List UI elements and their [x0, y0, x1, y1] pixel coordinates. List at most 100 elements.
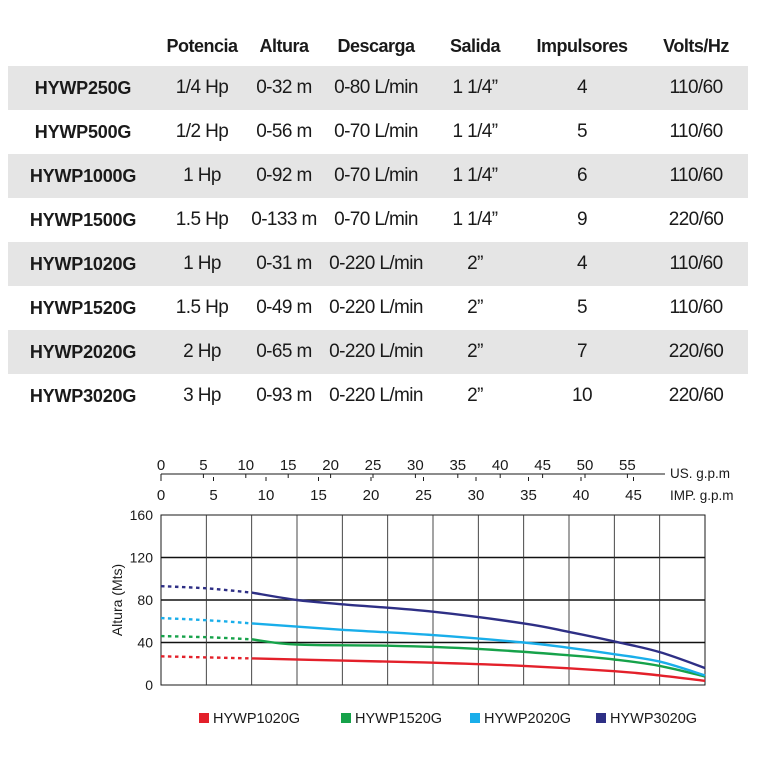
impulsores-cell: 10: [572, 385, 593, 406]
potencia-cell: 1 Hp: [158, 242, 246, 286]
salida-cell: 2”: [430, 242, 520, 286]
table-row: HYWP500G 1/2 Hp 0-56 m 0-70 L/min 1 1/4”…: [8, 110, 748, 154]
model-cell: HYWP3020G: [29, 385, 137, 406]
model-cell: HYWP2020G: [8, 330, 158, 374]
series-line-hywp1520g: [251, 638, 706, 678]
imp-tick-label: 30: [468, 487, 485, 504]
imp-tick-label: 40: [573, 487, 590, 504]
table-row: HYWP3020G 3 Hp 0-93 m 0-220 L/min 2” 10 …: [8, 374, 748, 418]
salida-cell: 2”: [430, 330, 520, 374]
us-tick-label: 55: [619, 457, 636, 474]
impulsores-cell: 9: [577, 209, 588, 230]
imp-tick-label: 15: [310, 487, 327, 504]
us-tick-label: 15: [280, 457, 297, 474]
imp-tick-label: 35: [520, 487, 537, 504]
potencia-cell: 1 Hp: [158, 154, 246, 198]
imp-tick-label: 10: [258, 487, 275, 504]
table-row: HYWP2020G 2 Hp 0-65 m 0-220 L/min 2” 7 2…: [8, 330, 748, 374]
legend-label-hywp3020g: HYWP3020G: [610, 711, 697, 727]
imp-tick-label: 25: [415, 487, 432, 504]
potencia-cell: 1/4 Hp: [158, 66, 246, 110]
model-cell: HYWP1500G: [29, 209, 137, 230]
y-tick-label: 160: [130, 507, 154, 523]
legend-swatch-hywp1020g: [199, 713, 209, 723]
volts-cell: 220/60: [644, 330, 748, 374]
volts-cell: 220/60: [668, 385, 724, 406]
descarga-cell: 0-80 L/min: [322, 66, 430, 110]
legend-swatch-hywp3020g: [596, 713, 606, 723]
volts-cell: 110/60: [669, 121, 723, 142]
model-cell: HYWP250G: [8, 66, 158, 110]
descarga-cell: 0-220 L/min: [329, 385, 423, 406]
potencia-cell: 3 Hp: [183, 385, 221, 406]
legend-label-hywp2020g: HYWP2020G: [484, 711, 571, 727]
descarga-cell: 0-70 L/min: [334, 209, 418, 230]
series-line-dashed-hywp1520g: [160, 634, 252, 641]
legend-label-hywp1520g: HYWP1520G: [355, 711, 442, 727]
y-tick-label: 120: [130, 550, 154, 566]
imp-tick-label: 5: [209, 487, 217, 504]
impulsores-cell: 4: [520, 242, 644, 286]
imp-axis-label: IMP. g.p.m: [670, 488, 734, 503]
salida-cell: 1 1/4”: [452, 121, 499, 142]
series-line-dashed-hywp3020g: [160, 585, 252, 594]
legend-swatch-hywp2020g: [470, 713, 480, 723]
table-row: HYWP1520G 1.5 Hp 0-49 m 0-220 L/min 2” 5…: [8, 286, 748, 330]
us-tick-label: 20: [322, 457, 339, 474]
altura-cell: 0-56 m: [256, 121, 312, 142]
us-axis-label: US. g.p.m: [670, 466, 730, 481]
impulsores-cell: 4: [520, 66, 644, 110]
descarga-cell: 0-220 L/min: [329, 297, 423, 318]
y-tick-label: 80: [137, 592, 153, 608]
volts-cell: 110/60: [644, 242, 748, 286]
header-descarga: Descarga: [337, 35, 415, 56]
volts-cell: 220/60: [668, 209, 724, 230]
us-tick-label: 40: [492, 457, 509, 474]
altura-cell: 0-92 m: [246, 154, 322, 198]
us-tick-label: 50: [577, 457, 594, 474]
us-tick-label: 35: [449, 457, 466, 474]
table-row: HYWP250G 1/4 Hp 0-32 m 0-80 L/min 1 1/4”…: [8, 66, 748, 110]
salida-cell: 1 1/4”: [430, 66, 520, 110]
series-line-dashed-hywp2020g: [160, 616, 252, 625]
potencia-cell: 1.5 Hp: [175, 209, 229, 230]
us-tick-label: 25: [365, 457, 382, 474]
model-cell: HYWP1000G: [8, 154, 158, 198]
imp-tick-label: 20: [363, 487, 380, 504]
salida-cell: 1 1/4”: [430, 154, 520, 198]
header-altura: Altura: [259, 35, 309, 56]
volts-cell: 110/60: [669, 297, 723, 318]
altura-cell: 0-32 m: [246, 66, 322, 110]
altura-cell: 0-31 m: [246, 242, 322, 286]
model-cell: HYWP1520G: [29, 297, 137, 318]
volts-cell: 110/60: [644, 66, 748, 110]
descarga-cell: 0-70 L/min: [322, 154, 430, 198]
volts-cell: 110/60: [644, 154, 748, 198]
header-impulsores: Impulsores: [536, 35, 628, 56]
us-tick-label: 45: [534, 457, 551, 474]
altura-cell: 0-133 m: [251, 209, 317, 230]
series-line-dashed-hywp1020g: [160, 655, 252, 660]
descarga-cell: 0-220 L/min: [322, 242, 430, 286]
table-row: HYWP1020G 1 Hp 0-31 m 0-220 L/min 2” 4 1…: [8, 242, 748, 286]
series-line-hywp3020g: [251, 591, 706, 670]
potencia-cell: 1/2 Hp: [175, 121, 229, 142]
descarga-cell: 0-70 L/min: [334, 121, 418, 142]
pump-spec-table: Potencia Altura Descarga Salida Impulsor…: [8, 26, 748, 418]
header-potencia: Potencia: [166, 35, 238, 56]
altura-cell: 0-49 m: [256, 297, 312, 318]
model-cell: HYWP1020G: [8, 242, 158, 286]
potencia-cell: 2 Hp: [158, 330, 246, 374]
impulsores-cell: 5: [577, 297, 588, 318]
descarga-cell: 0-220 L/min: [322, 330, 430, 374]
altura-cell: 0-93 m: [256, 385, 312, 406]
altura-cell: 0-65 m: [246, 330, 322, 374]
impulsores-cell: 7: [520, 330, 644, 374]
us-tick-label: 5: [199, 457, 207, 474]
salida-cell: 1 1/4”: [452, 209, 499, 230]
imp-tick-label: 45: [625, 487, 642, 504]
legend-label-hywp1020g: HYWP1020G: [213, 711, 300, 727]
salida-cell: 2”: [467, 385, 483, 406]
imp-tick-label: 0: [157, 487, 165, 504]
